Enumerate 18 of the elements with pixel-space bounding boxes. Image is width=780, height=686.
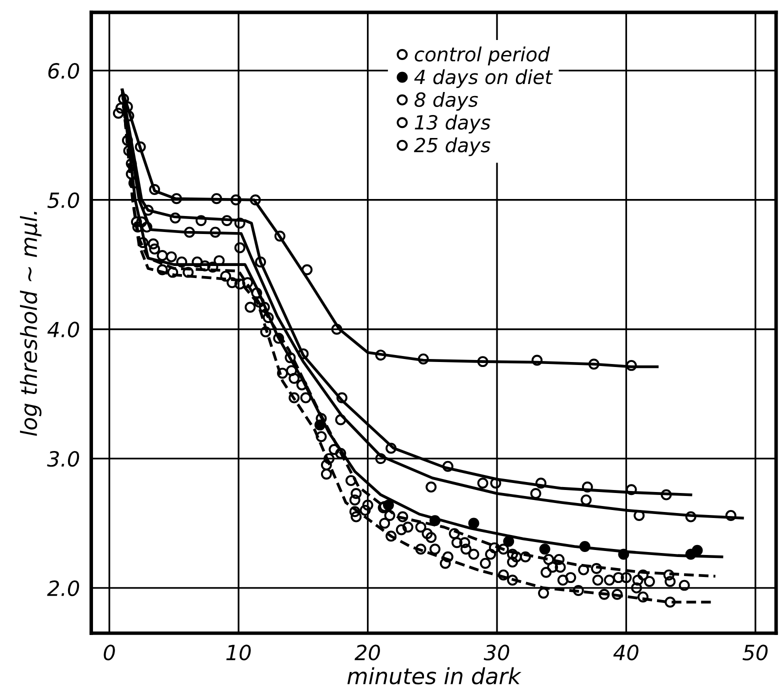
- y-axis-title: log threshold ~ mμl.: [20, 212, 42, 436]
- x-tick-label: 20: [354, 644, 380, 660]
- x-tick-label: 40: [613, 644, 638, 660]
- y-tick-label: 2.0: [47, 580, 80, 596]
- x-tick-label: 50: [742, 644, 768, 660]
- legend-label: control period: [414, 46, 550, 66]
- y-tick-label: 6.0: [48, 63, 80, 79]
- x-axis-title: minutes in dark: [347, 667, 522, 684]
- y-tick-label: 4.0: [47, 322, 80, 338]
- legend-label: 8 days: [414, 92, 478, 111]
- legend-label: 4 days on diet: [414, 69, 553, 88]
- legend-label: 13 days: [414, 114, 490, 134]
- legend-label: 25 days: [414, 137, 490, 156]
- x-tick-label: 30: [484, 644, 510, 660]
- y-tick-label: 5.0: [47, 192, 80, 208]
- x-tick-label: 10: [226, 644, 251, 660]
- x-tick-label: 0: [104, 644, 115, 660]
- y-tick-label: 3.0: [47, 451, 80, 467]
